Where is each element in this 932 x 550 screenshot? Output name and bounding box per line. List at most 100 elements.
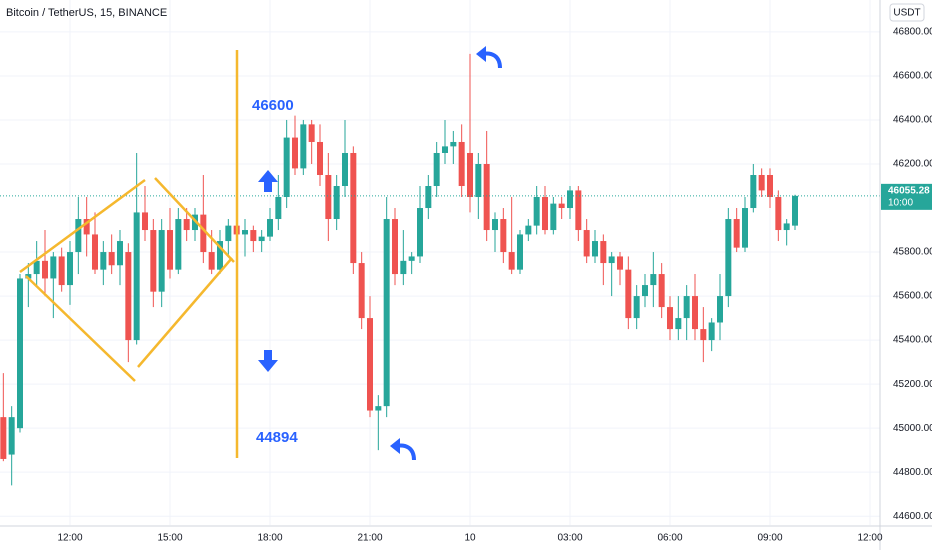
candle-body xyxy=(583,230,590,257)
candle-body xyxy=(567,190,573,209)
candle-body xyxy=(67,252,73,286)
candle-body xyxy=(42,260,48,279)
candle-body xyxy=(25,274,32,279)
candle-body xyxy=(733,219,740,248)
x-tick-label: 03:00 xyxy=(557,533,582,544)
candle-body xyxy=(283,137,290,198)
x-tick-label: 12:00 xyxy=(57,533,82,544)
candle-body xyxy=(258,236,265,242)
candle-body xyxy=(708,322,715,341)
candle-body xyxy=(450,141,457,147)
x-tick-label: 06:00 xyxy=(657,533,682,544)
y-tick-label: 44600.00 xyxy=(893,511,932,522)
candle-body xyxy=(100,252,107,270)
candle-body xyxy=(625,269,632,319)
candle-body xyxy=(475,163,482,198)
up-arrow xyxy=(258,170,278,192)
x-tick-label: 12:00 xyxy=(857,533,882,544)
down-arrow xyxy=(258,350,278,372)
candle-body xyxy=(692,296,698,330)
candle-body xyxy=(400,260,407,275)
candle-body xyxy=(542,197,548,231)
candle-body xyxy=(83,219,90,235)
candle-body xyxy=(367,318,373,411)
candle-body xyxy=(250,230,257,242)
pattern-line xyxy=(154,177,235,263)
candle-body xyxy=(783,223,790,231)
candle-body xyxy=(667,307,673,330)
candle-body xyxy=(158,230,165,292)
candle-body xyxy=(533,197,540,226)
candle-body xyxy=(225,225,232,242)
candle-body xyxy=(17,278,23,429)
candle-body xyxy=(633,296,640,319)
x-tick-label: 10 xyxy=(464,533,476,544)
candle-body xyxy=(675,318,682,330)
pattern-line xyxy=(25,275,136,382)
y-tick-label: 45000.00 xyxy=(893,423,932,434)
candle-body xyxy=(383,219,390,407)
candle-body xyxy=(617,256,623,270)
candle-body xyxy=(517,234,523,270)
candle-body xyxy=(750,175,757,209)
candle-body xyxy=(175,219,182,270)
candle-body xyxy=(8,417,15,455)
curved-arrow-head xyxy=(476,46,486,62)
candle-body xyxy=(767,175,773,198)
y-tick-label: 46400.00 xyxy=(893,115,932,126)
y-tick-label: 45200.00 xyxy=(893,379,932,390)
x-tick-label: 21:00 xyxy=(357,533,382,544)
y-tick-label: 46200.00 xyxy=(893,159,932,170)
curved-arrow-head xyxy=(390,438,400,454)
candle-body xyxy=(792,195,798,226)
candle-body xyxy=(133,212,140,341)
y-tick-label: 44800.00 xyxy=(893,467,932,478)
candle-body xyxy=(775,197,782,231)
candle-body xyxy=(758,175,765,191)
candle-body xyxy=(700,329,707,341)
candle-body xyxy=(167,230,173,270)
candle-body xyxy=(725,219,732,297)
candle-body xyxy=(425,186,432,209)
candle-body xyxy=(33,260,40,275)
candle-body xyxy=(600,241,607,264)
candle-body xyxy=(392,219,398,275)
candle-body xyxy=(650,274,657,286)
y-tick-label: 46800.00 xyxy=(893,27,932,38)
candle-body xyxy=(483,163,490,231)
y-tick-label: 45600.00 xyxy=(893,291,932,302)
candle-body xyxy=(142,212,148,231)
candle-body xyxy=(75,219,82,253)
currency[interactable]: USDT xyxy=(893,8,920,19)
candle-body xyxy=(358,263,365,319)
candle-body xyxy=(242,230,248,235)
candle-body xyxy=(642,285,648,297)
candle-body xyxy=(50,256,57,279)
axis-layer: 44600.00 44800.00 45000.00 45200.00 45400.00… xyxy=(57,27,932,544)
candle-body xyxy=(267,219,273,237)
candle-body xyxy=(183,219,190,231)
candle-body xyxy=(442,146,448,153)
candle-body xyxy=(117,241,123,266)
candle-body xyxy=(325,175,332,220)
candle-body xyxy=(492,219,498,231)
candle-body xyxy=(217,241,223,270)
candle-body xyxy=(58,256,65,286)
chart-title: Bitcoin / TetherUS, 15, BINANCE xyxy=(6,7,167,19)
candle-body xyxy=(742,208,748,248)
candle-body xyxy=(92,234,98,270)
candle-body xyxy=(683,296,690,319)
candle-layer xyxy=(0,53,880,486)
candle-body xyxy=(125,252,132,341)
drawings xyxy=(19,50,239,458)
annotation: 46600 xyxy=(252,97,294,114)
candle-body xyxy=(558,203,565,209)
candle-body xyxy=(375,406,382,411)
pattern-line xyxy=(137,257,233,368)
currency-box[interactable] xyxy=(889,3,925,22)
last-price-box xyxy=(881,183,932,210)
grid-layer xyxy=(0,0,880,525)
candle-body xyxy=(108,252,115,266)
candle-body xyxy=(717,296,723,323)
candle-body xyxy=(150,230,157,292)
